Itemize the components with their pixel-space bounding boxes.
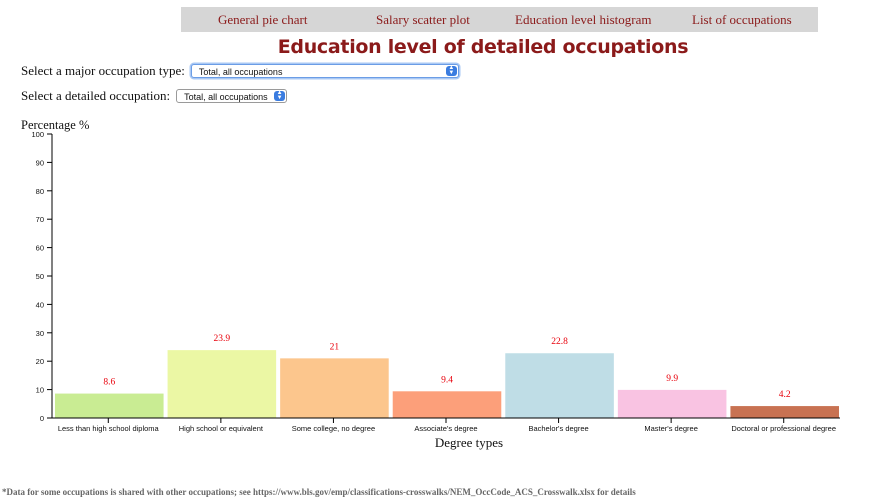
nav-bar: General pie chart Salary scatter plot Ed… [181,7,818,32]
footnote: *Data for some occupations is shared wit… [2,487,636,497]
y-tick-label: 80 [36,187,44,196]
nav-link-general-pie-chart[interactable]: General pie chart [218,12,308,27]
bar-less-than-high-school-diploma [55,393,164,418]
y-tick-label: 0 [40,414,44,423]
data-label-some-college-no-degree: 21 [330,342,340,352]
y-tick-label: 10 [36,386,44,395]
y-axis-label: Percentage % [21,118,89,132]
nav-link-education-level-histogram[interactable]: Education level histogram [515,12,652,27]
y-tick-label: 60 [36,244,44,253]
x-tick-label: Master's degree [644,424,698,433]
x-tick-label: Associate's degree [414,424,477,433]
x-tick-label: Less than high school diploma [58,424,160,433]
y-tick-label: 40 [36,300,44,309]
nav-link-list-of-occupations[interactable]: List of occupations [692,12,792,27]
axes-layer: Less than high school diploma High school… [31,130,840,433]
y-tick-label: 30 [36,329,44,338]
major-occupation-row: Select a major occupation type: Total, a… [21,63,459,79]
major-occupation-select[interactable]: Total, all occupations ▲ ▼ [190,64,459,78]
nav-link-salary-scatter-plot[interactable]: Salary scatter plot [376,12,470,27]
y-tick-label: 90 [36,158,44,167]
data-label-associate-s-degree: 9.4 [441,375,453,385]
bar-high-school-or-equivalent [167,350,277,418]
data-label-high-school-or-equivalent: 23.9 [214,334,231,344]
data-label-doctoral-or-professional-degree: 4.2 [779,390,791,400]
bar-master-s-degree [617,389,727,418]
detailed-occupation-select[interactable]: Total, all occupations ▲ ▼ [176,89,288,103]
x-axis-label: Degree types [435,435,503,450]
bar-doctoral-or-professional-degree [730,406,839,418]
detailed-occupation-value: Total, all occupations [184,92,268,102]
chevron-updown-icon: ▲ ▼ [274,90,286,101]
data-label-master-s-degree: 9.9 [666,374,678,384]
bar-associate-s-degree [392,391,502,418]
data-label-less-than-high-school-diploma: 8.6 [103,378,115,388]
major-occupation-value: Total, all occupations [198,67,283,77]
chevron-updown-icon: ▲ ▼ [445,65,457,76]
x-tick-label: Bachelor's degree [528,424,588,433]
data-label-bachelor-s-degree: 22.8 [551,337,568,347]
major-occupation-label: Select a major occupation type: [21,63,185,78]
x-tick-label: High school or equivalent [179,424,264,433]
page-title: Education level of detailed occupations [277,36,689,58]
x-tick-label: Some college, no degree [292,424,375,433]
bar-bachelor-s-degree [505,353,614,418]
detailed-occupation-label: Select a detailed occupation: [21,88,171,103]
y-tick-label: 20 [36,357,44,366]
y-tick-label: 100 [31,130,44,139]
detailed-occupation-row: Select a detailed occupation: Total, all… [21,88,288,104]
bar-some-college-no-degree [280,358,389,418]
x-tick-label: Doctoral or professional degree [731,424,836,433]
y-tick-label: 50 [36,272,44,281]
bars-layer: 8.6 23.9 21 9.4 22.8 9.9 4.2 [55,334,839,418]
y-tick-label: 70 [36,215,44,224]
